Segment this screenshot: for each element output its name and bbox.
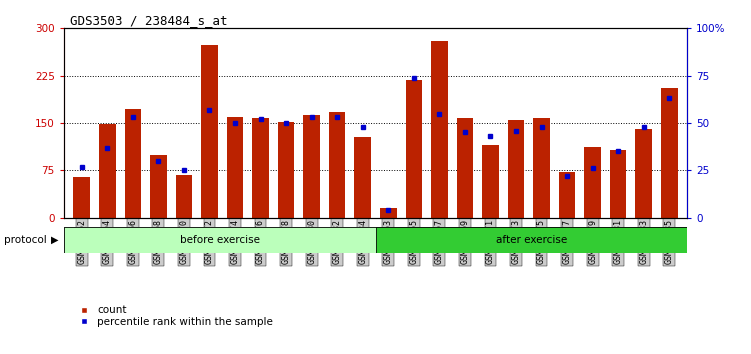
Bar (278, 122, 294, 218)
Bar (252, 118, 269, 218)
Text: before exercise: before exercise (179, 235, 260, 245)
Bar (176, 175, 192, 218)
Bar (380, 208, 397, 218)
Bar (584, 147, 601, 218)
FancyBboxPatch shape (64, 227, 687, 253)
FancyBboxPatch shape (376, 227, 687, 253)
Bar (635, 129, 652, 218)
Bar (508, 120, 524, 218)
Text: protocol: protocol (4, 235, 47, 245)
Bar (482, 145, 499, 218)
FancyBboxPatch shape (64, 227, 376, 253)
Bar (99, 124, 116, 218)
Bar (227, 117, 243, 218)
Bar (457, 118, 473, 218)
Bar (303, 115, 320, 218)
Bar (329, 112, 345, 218)
Bar (533, 118, 550, 218)
Bar (150, 155, 167, 218)
Bar (354, 137, 371, 218)
Text: ▶: ▶ (51, 235, 59, 245)
Bar (431, 41, 448, 218)
Bar (559, 172, 575, 218)
Bar (406, 80, 422, 218)
Text: after exercise: after exercise (496, 235, 567, 245)
Legend: count, percentile rank within the sample: count, percentile rank within the sample (69, 301, 277, 331)
Bar (610, 149, 626, 218)
Bar (74, 177, 90, 218)
Bar (125, 109, 141, 218)
Bar (201, 45, 218, 218)
Bar (661, 88, 677, 218)
Text: GDS3503 / 238484_s_at: GDS3503 / 238484_s_at (70, 14, 228, 27)
